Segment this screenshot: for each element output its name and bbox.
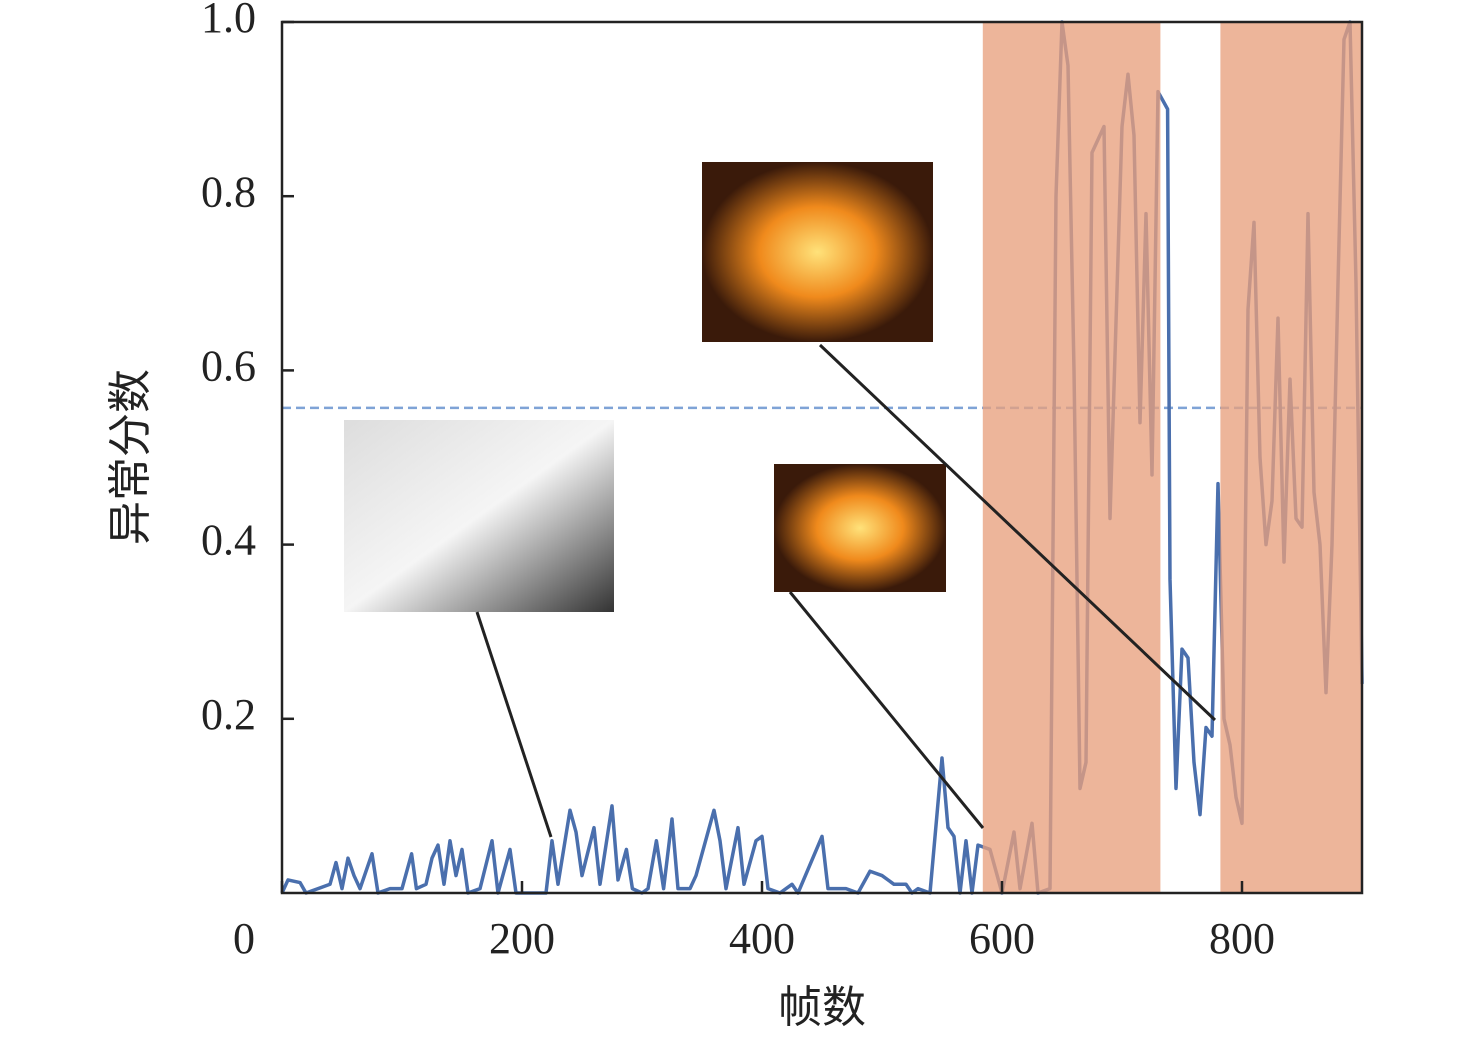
connector <box>788 591 985 829</box>
connector <box>818 343 1217 722</box>
x-tick-label: 0 <box>233 914 255 963</box>
x-tick-label: 600 <box>969 914 1035 963</box>
x-axis-label: 帧数 <box>778 983 866 1032</box>
frame-image <box>702 162 933 342</box>
x-tick-label: 800 <box>1209 914 1275 963</box>
y-tick-label: 0.8 <box>201 167 256 216</box>
frame-images <box>344 162 1217 838</box>
y-tick-label: 0.4 <box>201 516 256 565</box>
y-axis-label: 异常分数 <box>106 369 155 545</box>
frame-image <box>774 464 946 592</box>
y-tick-label: 0.2 <box>201 690 256 739</box>
x-tick-label: 400 <box>729 914 795 963</box>
y-tick-label: 0.6 <box>201 341 256 390</box>
anomaly-range <box>1220 22 1362 893</box>
anomaly-range <box>982 22 1161 893</box>
connector <box>475 611 553 838</box>
plot-frame <box>280 20 1364 895</box>
frame-image <box>344 420 614 612</box>
x-tick-label: 200 <box>489 914 555 963</box>
y-tick-label: 1.0 <box>201 0 256 42</box>
